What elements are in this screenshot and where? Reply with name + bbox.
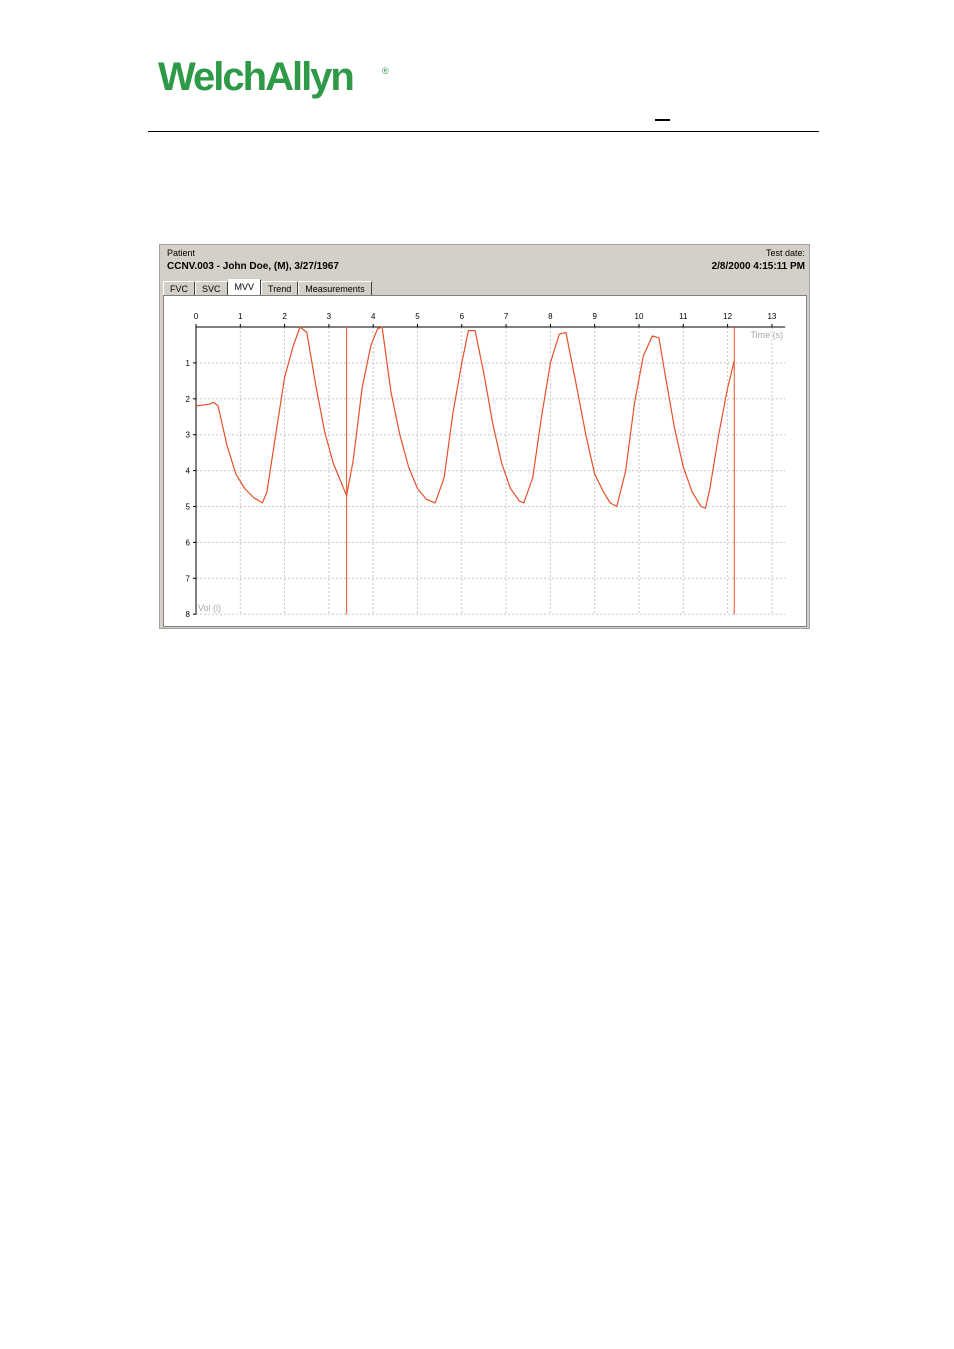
x-tick-label: 3 — [327, 312, 332, 321]
y-tick-label: 6 — [186, 538, 191, 547]
y-tick-label: 5 — [186, 503, 191, 512]
x-tick-label: 8 — [548, 312, 553, 321]
tab-mvv[interactable]: MVV — [227, 279, 262, 295]
x-axis-label: Time (s) — [751, 330, 784, 340]
x-tick-label: 1 — [238, 312, 243, 321]
x-tick-label: 10 — [635, 312, 644, 321]
x-tick-label: 9 — [592, 312, 597, 321]
volume-series-line — [195, 326, 735, 509]
patient-value: CCNV.003 - John Doe, (M), 3/27/1967 — [167, 261, 339, 272]
tab-strip: FVC SVC MVV Trend Measurements — [163, 279, 372, 295]
patient-label: Patient — [167, 248, 196, 258]
x-tick-label: 2 — [282, 312, 287, 321]
x-tick-label: 6 — [460, 312, 465, 321]
x-tick-label: 12 — [723, 312, 732, 321]
x-tick-label: 7 — [504, 312, 509, 321]
header-dash — [655, 119, 670, 121]
y-axis-label: Vol (l) — [198, 603, 221, 613]
welch-allyn-logo: WelchAllyn ® — [158, 55, 389, 99]
x-tick-label: 13 — [767, 312, 776, 321]
logo-text: WelchAllyn — [158, 55, 353, 99]
x-tick-label: 5 — [415, 312, 420, 321]
y-tick-label: 8 — [186, 610, 191, 619]
x-tick-label: 11 — [679, 312, 688, 321]
y-tick-label: 4 — [186, 467, 191, 476]
header-rule — [148, 131, 819, 132]
tab-fvc[interactable]: FVC — [163, 281, 195, 295]
y-tick-label: 3 — [186, 431, 191, 440]
tab-trend[interactable]: Trend — [261, 281, 299, 295]
x-tick-label: 0 — [194, 312, 199, 321]
tab-measurements[interactable]: Measurements — [298, 281, 372, 295]
y-tick-label: 1 — [186, 359, 191, 368]
y-tick-label: 7 — [186, 574, 191, 583]
test-date-value: 2/8/2000 4:15:11 PM — [711, 261, 805, 272]
x-tick-label: 4 — [371, 312, 376, 321]
test-date-label: Test date: — [765, 248, 805, 258]
tab-svc[interactable]: SVC — [195, 281, 228, 295]
logo-registered-mark: ® — [382, 66, 389, 76]
y-tick-label: 2 — [186, 395, 191, 404]
spirometry-window: Patient CCNV.003 - John Doe, (M), 3/27/1… — [159, 244, 810, 629]
plot-area: 0 1 2 3 4 5 6 7 8 9 10 11 12 13 1 2 3 4 5 6 7 8 Time (s) Vol (l… — [163, 295, 807, 627]
